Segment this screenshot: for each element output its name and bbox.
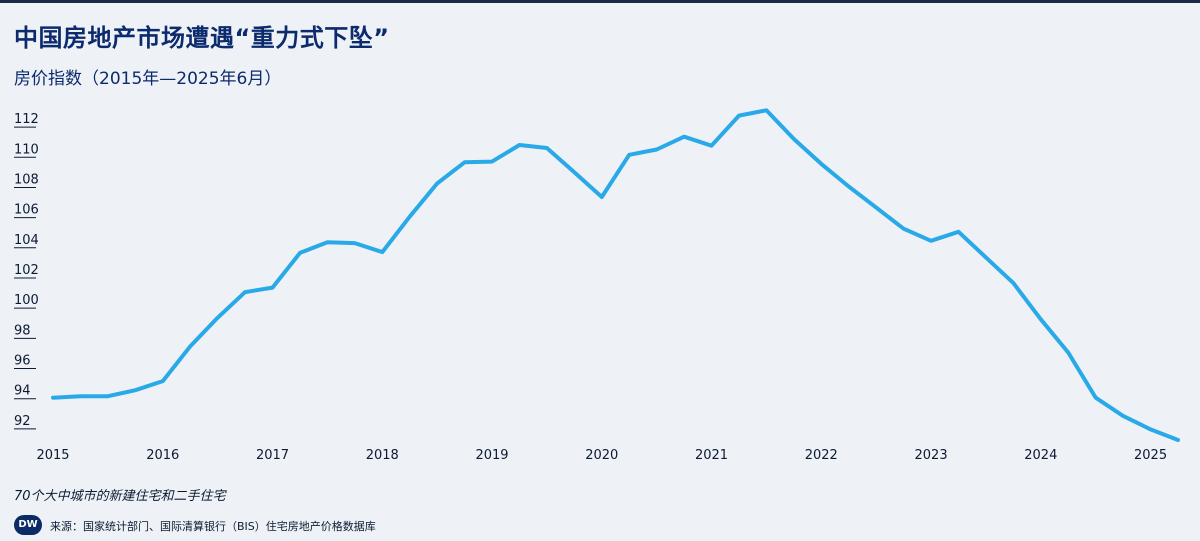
y-tick-label: 98	[14, 323, 31, 338]
x-axis: 2015 2016 2017 2018 2019 2020 2021 2022 2023 2024…	[36, 448, 1167, 463]
y-tick-label: 106	[14, 203, 39, 218]
y-tick-label: 108	[14, 172, 39, 187]
x-tick-label: 2021	[695, 448, 728, 463]
y-tick-label: 110	[14, 142, 39, 157]
x-tick-label: 2018	[366, 448, 399, 463]
x-tick-label: 2020	[585, 448, 618, 463]
y-tick-label: 102	[14, 263, 39, 278]
y-tick-label: 104	[14, 233, 39, 248]
chart-title: 中国房地产市场遭遇“重力式下坠”	[14, 24, 390, 52]
x-tick-label: 2015	[36, 448, 69, 463]
y-tick-label: 96	[14, 354, 31, 369]
x-tick-label: 2017	[256, 448, 289, 463]
y-tick-label: 112	[14, 112, 39, 127]
chart-note: 70个大中城市的新建住宅和二手住宅	[14, 489, 226, 504]
series-layer	[51, 108, 1180, 442]
x-tick-label: 2022	[805, 448, 838, 463]
x-tick-label: 2016	[146, 448, 179, 463]
top-border	[0, 0, 1200, 3]
chart-subtitle: 房价指数（2015年—2025年6月）	[14, 69, 282, 89]
y-tick-label: 100	[14, 293, 39, 308]
dw-logo: DW	[14, 515, 42, 535]
x-tick-label: 2023	[915, 448, 948, 463]
y-axis: 92 94 96 98 100 102 104 106 108 110 112	[14, 112, 39, 430]
source-text: 来源：国家统计部门、国际清算银行（BIS）住宅房地产价格数据库	[50, 520, 376, 533]
series-line	[51, 108, 1180, 442]
x-tick-label: 2025	[1134, 448, 1167, 463]
x-tick-label: 2019	[475, 448, 508, 463]
y-tick-label: 94	[14, 384, 31, 399]
y-tick-label: 92	[14, 414, 31, 429]
x-tick-label: 2024	[1024, 448, 1057, 463]
